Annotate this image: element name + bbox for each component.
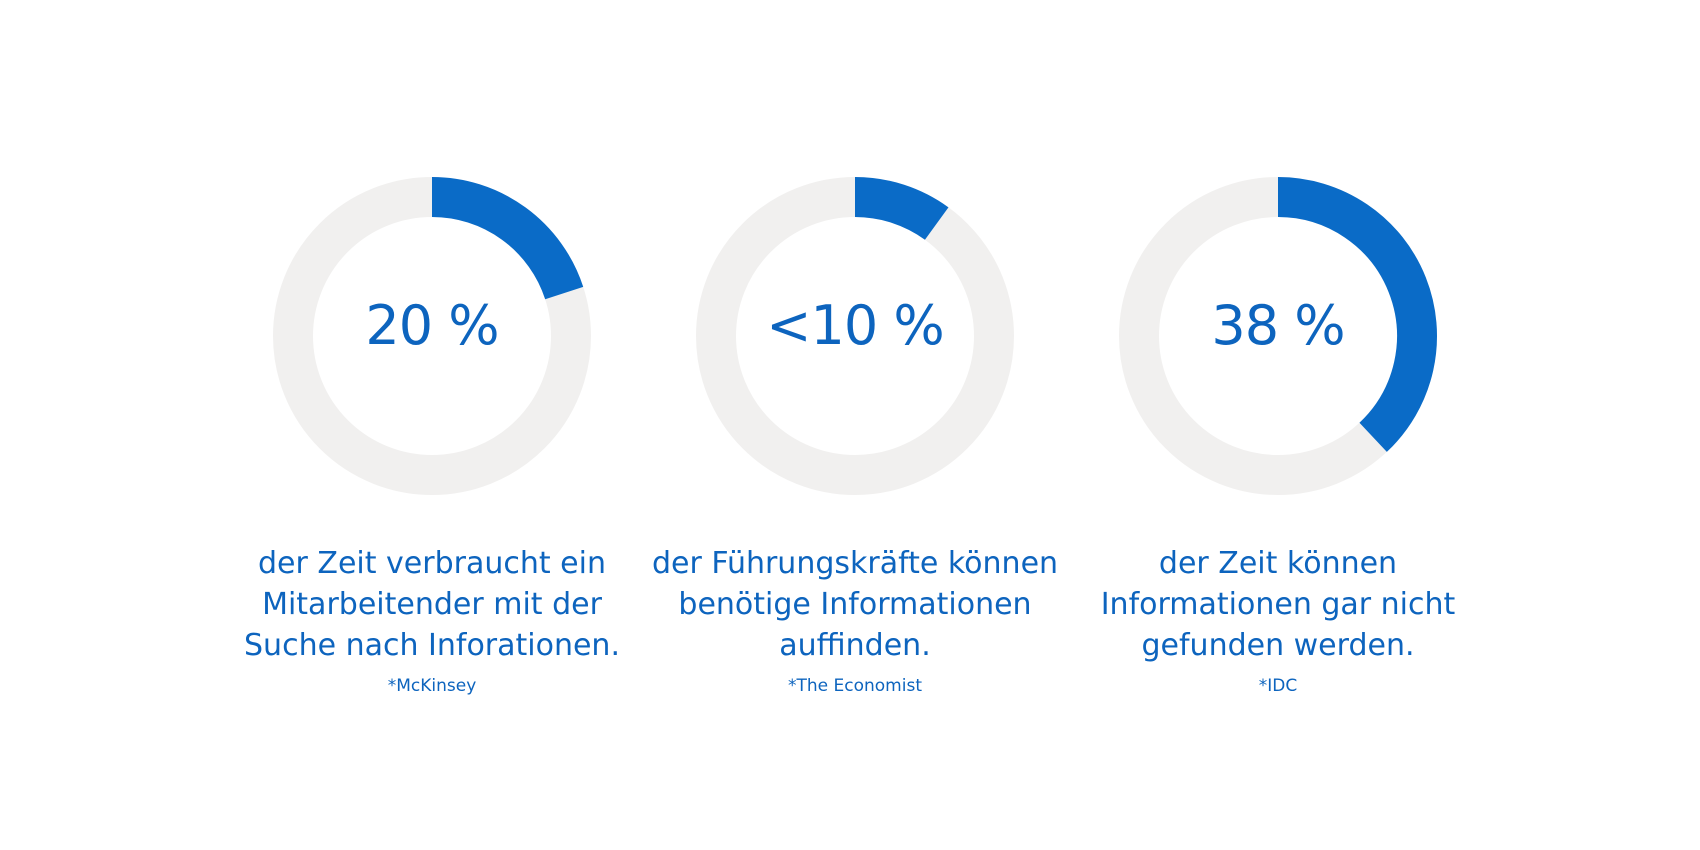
stat-caption: der Zeit können Informationen gar nicht … bbox=[1100, 546, 1456, 663]
donut-svg bbox=[696, 177, 1014, 495]
stat-value: <10 % bbox=[766, 294, 944, 357]
stat-source: *IDC bbox=[1258, 676, 1298, 696]
stat-source: *The Economist bbox=[788, 676, 922, 696]
donut-svg bbox=[1119, 177, 1437, 495]
stat-mckinsey: 20 % der Zeit verbraucht ein Mitarbeiten… bbox=[222, 176, 642, 696]
donut-chart: 38 % bbox=[1118, 176, 1438, 496]
donut-segment bbox=[1277, 177, 1437, 452]
stat-caption: der Zeit verbraucht ein Mitarbeitender m… bbox=[244, 546, 620, 663]
stat-value: 20 % bbox=[365, 294, 499, 357]
stat-economist: <10 % der Führungskräfte können benötige… bbox=[645, 176, 1065, 696]
stat-source: *McKinsey bbox=[387, 676, 477, 696]
stat-caption: der Führungskräfte können benötige Infor… bbox=[651, 546, 1059, 663]
donut-chart: 20 % bbox=[272, 176, 592, 496]
stat-idc: 38 % der Zeit können Informationen gar n… bbox=[1068, 176, 1488, 696]
donut-chart: <10 % bbox=[695, 176, 1015, 496]
donut-svg bbox=[273, 177, 591, 495]
stat-value: 38 % bbox=[1211, 294, 1345, 357]
donut-segment bbox=[854, 177, 949, 241]
donut-segment bbox=[431, 177, 584, 300]
